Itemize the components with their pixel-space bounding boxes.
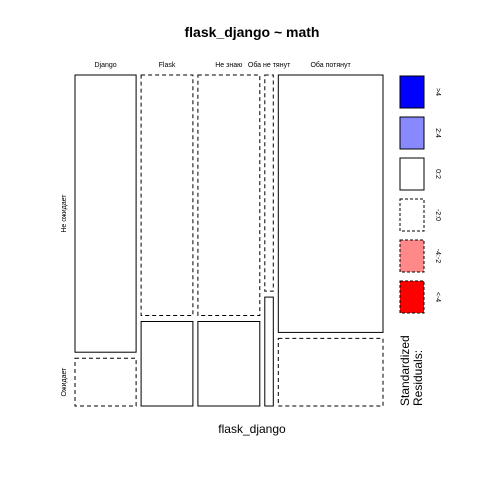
legend-label: -2:0 — [434, 209, 441, 221]
x-category-labels: Django Flask Не знаю Оба не тянут Оба потяну… — [95, 61, 352, 69]
mosaic-tile — [74, 74, 137, 353]
x-category-label: Оба потянут — [310, 61, 351, 69]
legend-label: 2:4 — [434, 128, 441, 138]
x-category-label: Flask — [159, 62, 176, 69]
x-axis-title: flask_django — [218, 422, 286, 436]
legend-swatch — [399, 280, 425, 314]
legend-title: Standardized — [398, 335, 412, 406]
legend-label: 0:2 — [434, 169, 441, 179]
chart-title: flask_django ~ math — [185, 24, 320, 40]
residuals-legend: >4 2:4 0:2 -2:0 -4:-2 <-4 Standardized Residual… — [398, 75, 441, 406]
mosaic-tile — [264, 296, 274, 407]
x-category-label: Django — [95, 62, 117, 69]
legend-label: <-4 — [434, 292, 441, 302]
legend-swatch — [399, 239, 425, 273]
legend-swatch — [399, 157, 425, 191]
mosaic-tile — [264, 74, 274, 292]
legend-title: Residuals: — [411, 350, 425, 406]
mosaic-tile — [140, 321, 194, 407]
y-category-label: Не ожидает — [61, 194, 68, 233]
legend-swatch — [399, 116, 425, 150]
y-category-label: Ожидает — [61, 367, 68, 397]
x-category-label: Не знаю — [215, 62, 242, 69]
mosaic-tile — [140, 74, 194, 316]
legend-swatch — [399, 198, 425, 232]
mosaic-tile — [197, 321, 261, 407]
legend-label: -4:-2 — [434, 249, 441, 264]
mosaic-tile — [74, 357, 137, 407]
x-category-label: Оба не тянут — [248, 61, 291, 69]
mosaic-tile — [277, 337, 384, 407]
mosaic-tile — [277, 74, 384, 333]
legend-label: >4 — [434, 88, 441, 96]
mosaic-tiles — [74, 74, 384, 407]
y-category-labels: Не ожидает Ожидает — [61, 194, 68, 397]
legend-swatch — [399, 75, 425, 109]
mosaic-tile — [197, 74, 261, 316]
